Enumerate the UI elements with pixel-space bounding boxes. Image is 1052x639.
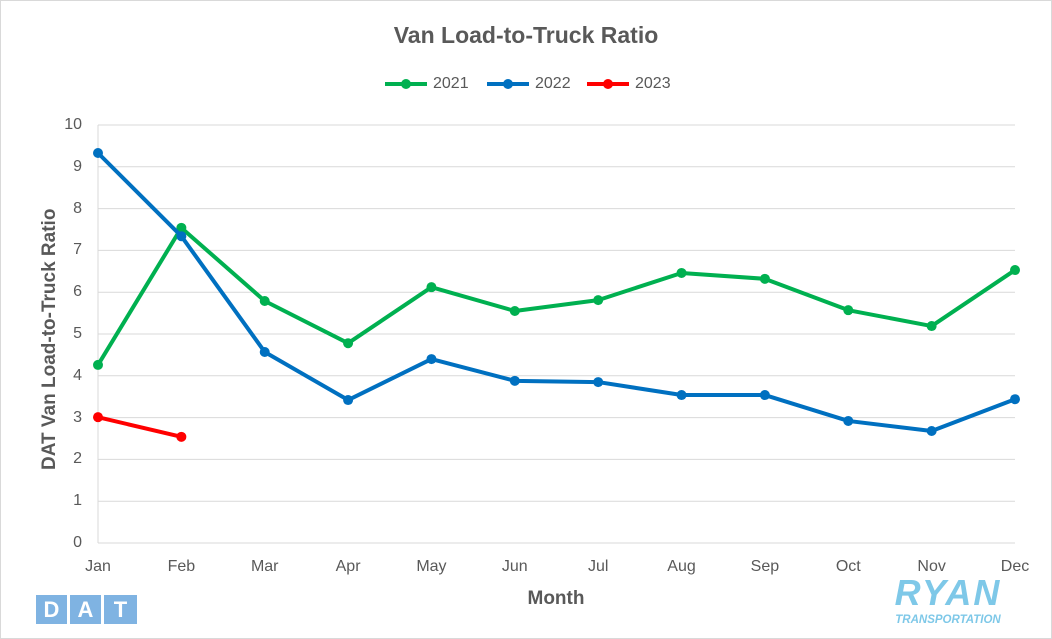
series-line-2021 — [96, 225, 1017, 366]
data-point-2021 — [1010, 265, 1020, 276]
legend-marker-2023 — [603, 79, 613, 89]
y-tick-label: 10 — [64, 116, 82, 133]
y-tick-label: 7 — [73, 241, 82, 259]
data-point-2021 — [176, 222, 187, 233]
x-tick-label: Mar — [250, 558, 279, 575]
legend-label-2023: 2023 — [635, 75, 671, 92]
x-tick-label: Dec — [1000, 558, 1030, 575]
data-point-2021 — [93, 359, 103, 370]
data-point-2022 — [93, 148, 103, 159]
data-point-2022 — [926, 425, 937, 436]
y-tick-label: 0 — [73, 534, 82, 551]
data-point-2022 — [259, 346, 270, 357]
x-tick-label: Oct — [835, 558, 861, 575]
series-line-2022 — [96, 151, 1016, 433]
data-point-2022 — [426, 354, 437, 365]
chart-title: Van Load-to-Truck Ratio — [393, 22, 659, 48]
legend-label-2021: 2021 — [433, 75, 469, 92]
data-point-2023 — [176, 431, 187, 442]
x-tick-label: Sep — [750, 558, 780, 575]
y-tick-label: 8 — [73, 199, 82, 217]
data-point-2022 — [593, 377, 604, 388]
data-point-2021 — [426, 282, 437, 293]
x-tick-label: Nov — [917, 558, 946, 575]
x-tick-label: Aug — [667, 558, 696, 575]
data-point-2022 — [676, 390, 687, 401]
legend-label-2022: 2022 — [535, 75, 571, 92]
data-point-2022 — [843, 415, 854, 426]
legend-marker-2022 — [503, 79, 513, 89]
x-tick-label: Feb — [167, 558, 196, 575]
data-point-2021 — [259, 295, 270, 306]
x-tick-label: Apr — [335, 558, 361, 575]
y-tick-label: 4 — [73, 366, 82, 384]
data-point-2022 — [343, 395, 354, 406]
y-tick-label: 9 — [73, 157, 82, 175]
x-axis-label: Month — [527, 588, 585, 609]
data-point-2021 — [676, 267, 687, 278]
data-point-2021 — [343, 338, 354, 349]
data-point-2021 — [593, 295, 604, 306]
x-tick-label: Jun — [501, 558, 528, 575]
data-point-2021 — [926, 321, 937, 332]
x-tick-label: Jan — [85, 558, 111, 575]
legend-marker-2021 — [401, 79, 411, 89]
data-point-2021 — [759, 273, 770, 284]
y-tick-label: 3 — [73, 408, 82, 426]
x-tick-label: May — [416, 558, 447, 575]
data-point-2022 — [509, 375, 520, 386]
data-point-2021 — [509, 306, 520, 317]
data-point-2022 — [176, 231, 187, 242]
x-tick-label: Jul — [587, 558, 609, 575]
y-tick-label: 5 — [73, 325, 82, 342]
data-point-2023 — [93, 412, 103, 423]
data-point-2022 — [759, 390, 770, 401]
y-tick-label: 2 — [73, 450, 82, 468]
y-tick-label: 6 — [73, 283, 82, 301]
data-point-2021 — [843, 305, 854, 316]
y-tick-label: 1 — [73, 492, 82, 510]
series-line-2023 — [97, 415, 182, 439]
data-point-2022 — [1010, 394, 1020, 405]
